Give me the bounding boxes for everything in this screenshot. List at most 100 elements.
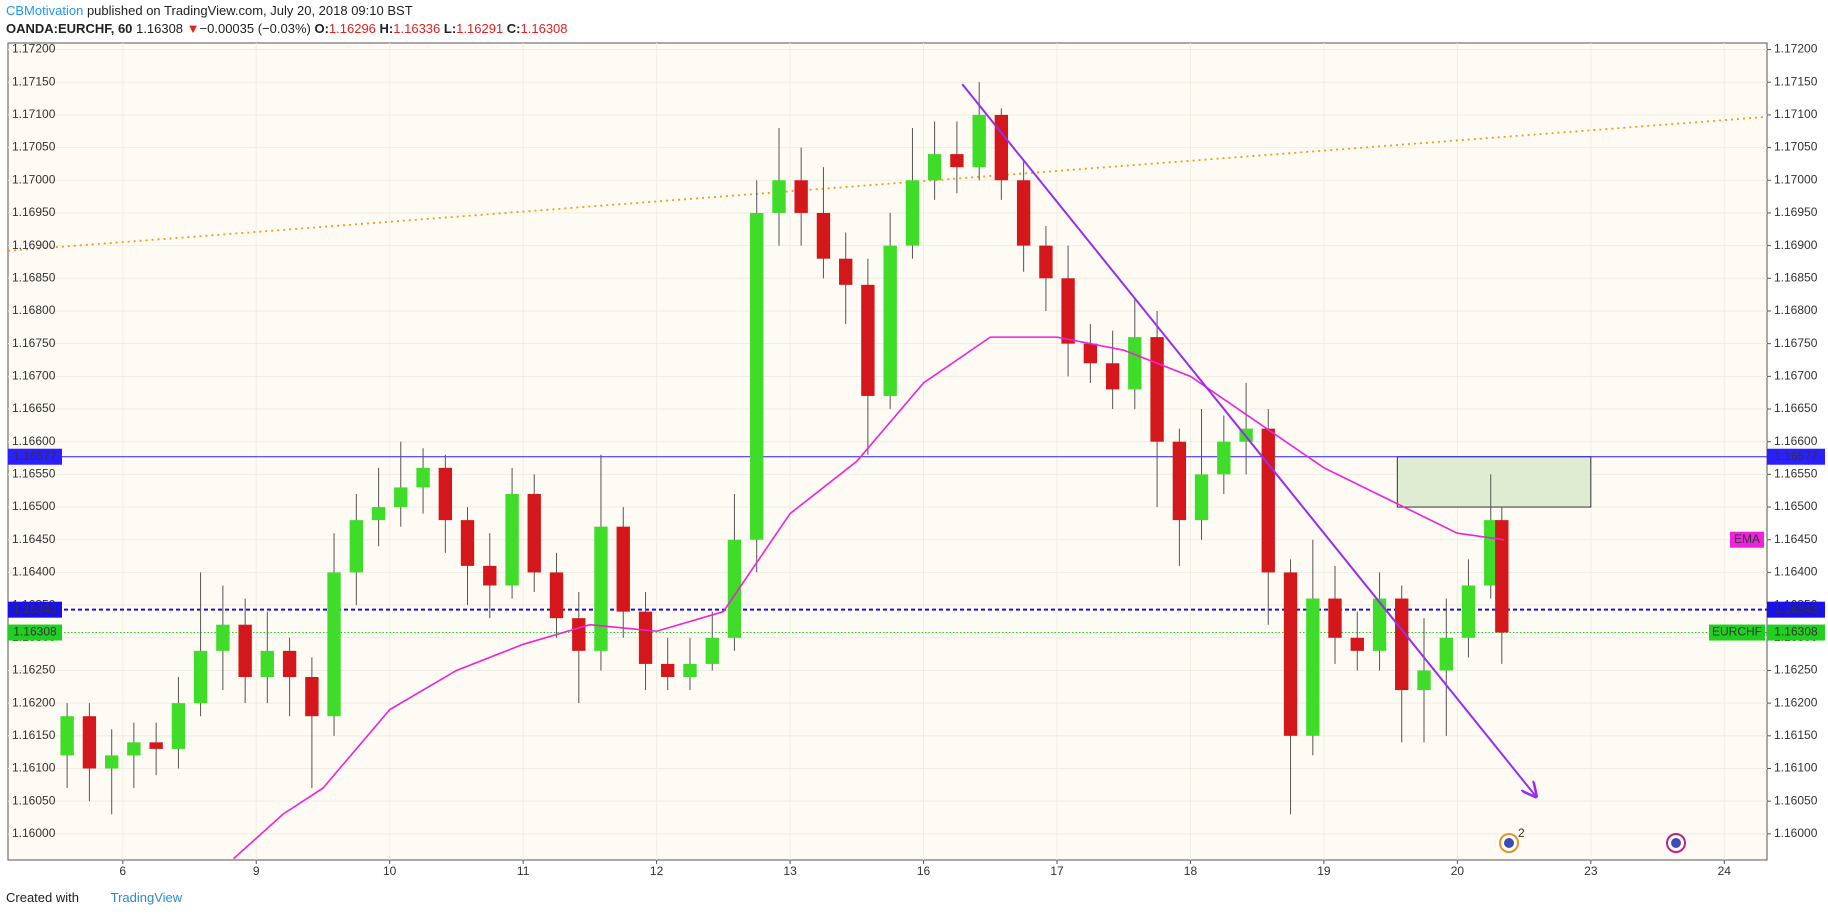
arrow: ▼ — [186, 21, 200, 36]
y-tick-label: 1.17100 — [12, 107, 56, 121]
y2-tick-label: 1.16000 — [1774, 826, 1818, 840]
c: 1.16308 — [520, 21, 568, 36]
y-tick-label: 1.17000 — [12, 172, 56, 186]
y2-tick-label: 1.16100 — [1774, 761, 1818, 775]
candle-body — [1417, 670, 1431, 691]
y2-tick-label: 1.16950 — [1774, 205, 1818, 219]
y-tick-label: 1.16050 — [12, 793, 56, 807]
candle-body — [1016, 180, 1031, 246]
candle-body — [438, 467, 453, 521]
y-tick-label: 1.16850 — [12, 270, 56, 284]
y-tick-label: 1.16600 — [12, 434, 56, 448]
candle-body — [1261, 428, 1275, 573]
candle-body — [149, 742, 163, 749]
y2-tick-label: 1.17100 — [1774, 107, 1818, 121]
candle-body — [1372, 598, 1387, 651]
candle-body — [638, 611, 653, 664]
candle-body — [772, 180, 786, 213]
trend-line — [961, 83, 1536, 796]
candle-body — [460, 520, 475, 566]
candle-body — [1283, 572, 1298, 736]
candle-body — [883, 245, 897, 396]
y-tick-label: 1.16200 — [12, 695, 56, 709]
y2-tick-label: 1.17050 — [1774, 140, 1818, 154]
candle-body — [1495, 520, 1509, 633]
candle-body — [1484, 520, 1498, 586]
y-tick-label: 1.17150 — [12, 74, 56, 88]
candle-body — [1128, 337, 1142, 390]
x-tick-label: 6 — [119, 864, 126, 878]
y-tick-label: 1.16100 — [12, 761, 56, 775]
candle-body — [349, 520, 364, 573]
ema-line — [233, 336, 1505, 860]
x-tick-label: 9 — [253, 864, 260, 878]
y2-tick-label: 1.17000 — [1774, 172, 1818, 186]
y-tick-label: 1.16500 — [12, 499, 56, 513]
y-tick-label: 1.16950 — [12, 205, 56, 219]
y2-tick-label: 1.16550 — [1774, 467, 1818, 481]
x-tick-label: 11 — [517, 864, 530, 878]
x-tick-label: 20 — [1451, 864, 1465, 878]
level-tag-right: 1.16343 — [1774, 602, 1818, 616]
y-tick-label: 1.16700 — [12, 369, 56, 383]
h: 1.16336 — [393, 21, 441, 36]
y2-tick-label: 1.16450 — [1774, 532, 1818, 546]
level-tag-left-box — [8, 448, 62, 465]
plot-background — [7, 42, 1768, 861]
last: 1.16308 — [136, 21, 184, 36]
level-tag-left: 1.16577 — [13, 449, 57, 463]
candle-body — [371, 507, 386, 521]
event-icon-core — [1671, 838, 1681, 848]
candle-body — [1217, 441, 1231, 475]
y2-tick-label: 1.16800 — [1774, 303, 1818, 317]
level-tag-left: 1.16343 — [13, 602, 57, 616]
o-label: O: — [314, 21, 329, 36]
candle-body — [549, 572, 564, 619]
level-tag-left-box — [8, 601, 62, 618]
candle-body — [750, 212, 764, 540]
candle-body — [661, 663, 675, 677]
candle-body — [1328, 598, 1342, 638]
y-tick-label: 1.16000 — [12, 826, 56, 840]
ema-tag-box — [1730, 531, 1764, 548]
candle-body — [505, 493, 519, 586]
x-tick-label: 13 — [783, 864, 797, 878]
y-tick-label: 1.16550 — [12, 467, 56, 481]
l: 1.16291 — [456, 21, 504, 36]
y2-tick-label: 1.16650 — [1774, 401, 1818, 415]
candle-body — [282, 650, 297, 677]
y-tick-label: 1.16400 — [12, 565, 56, 579]
candle-body — [1395, 598, 1409, 691]
published: published on TradingView.com, July 20, 2… — [86, 3, 413, 18]
candle-body — [171, 703, 186, 749]
y-tick-label: 1.16900 — [12, 238, 56, 252]
x-tick-label: 19 — [1317, 864, 1331, 878]
y-tick-label: 1.16650 — [12, 401, 56, 415]
level-tag-right: 1.16308 — [1774, 625, 1818, 639]
y2-tick-label: 1.17150 — [1774, 74, 1818, 88]
candle-body — [1306, 598, 1320, 736]
y2-tick-label: 1.16150 — [1774, 728, 1818, 742]
y2-tick-label: 1.16200 — [1774, 695, 1818, 709]
candle-body — [616, 526, 630, 612]
y-tick-label: 1.17200 — [12, 42, 56, 56]
level-tag-right: 1.16577 — [1774, 449, 1818, 463]
candle-body — [839, 258, 853, 285]
y-tick-label: 1.16450 — [12, 532, 56, 546]
ohlc-line: OANDA:EURCHF, 60 1.16308 ▼−0.00035 (−0.0… — [6, 20, 568, 38]
author[interactable]: CBMotivation — [6, 3, 84, 18]
series-tag-box — [1709, 624, 1765, 641]
event-icon-core — [1504, 838, 1514, 848]
candle-body — [105, 755, 119, 769]
brand[interactable]: TradingView — [110, 890, 183, 905]
y2-tick-label: 1.16250 — [1774, 663, 1818, 677]
y2-tick-label: 1.16500 — [1774, 499, 1818, 513]
candle-body — [861, 284, 875, 396]
y2-tick-label: 1.16750 — [1774, 336, 1818, 350]
change: −0.00035 (−0.03%) — [199, 21, 311, 36]
ema-tag: EMA — [1734, 532, 1760, 546]
plot — [8, 43, 1767, 860]
candle-body — [727, 539, 742, 638]
x-tick-label: 17 — [1050, 864, 1064, 878]
